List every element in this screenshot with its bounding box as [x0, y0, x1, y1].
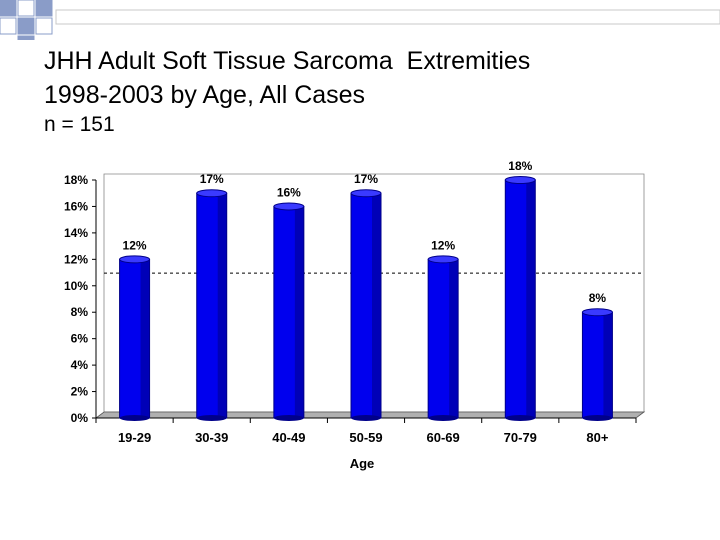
bar-bottom: [196, 415, 227, 421]
x-tick-label: 80+: [586, 430, 608, 445]
title-line-2: 1998-2003 by Age, All Cases: [44, 81, 366, 109]
decor-square: [17, 35, 35, 40]
bar-shade: [372, 193, 381, 418]
decor-square: [35, 17, 53, 35]
decor-square: [35, 0, 53, 17]
bar-shade: [603, 312, 613, 418]
bar-shade: [140, 259, 150, 418]
y-tick-label: 10%: [64, 279, 88, 293]
bar-top: [273, 202, 305, 211]
bar-bottom: [582, 415, 613, 421]
data-label: 12%: [123, 238, 147, 252]
bar-80+: [581, 308, 613, 421]
bar-chart: 0% 2% 4% 6% 8% 10% 12% 14% 16% 18% 12% 19-29 17% 30-…: [64, 159, 646, 471]
bar-top: [427, 255, 459, 264]
bar-top: [119, 255, 151, 264]
bar-40-49: [273, 202, 305, 421]
bar-shade: [526, 180, 536, 418]
x-tick-label: 50-59: [349, 430, 382, 445]
x-tick-label: 40-49: [272, 430, 305, 445]
bar-19-29: [119, 255, 151, 421]
bar-bottom: [428, 415, 459, 421]
x-tick-label: 60-69: [427, 430, 460, 445]
decor-square: [0, 17, 17, 35]
decor-square: [0, 0, 17, 17]
bar-shade: [294, 206, 304, 418]
x-tick-label: 30-39: [195, 430, 228, 445]
y-tick-label: 4%: [71, 358, 89, 372]
x-tick-label: 70-79: [504, 430, 537, 445]
y-tick-label: 0%: [71, 411, 89, 425]
bar-top: [350, 189, 382, 198]
bar-bottom: [351, 415, 381, 421]
bar-top: [504, 176, 536, 184]
chart-bars: [119, 176, 613, 421]
decor-bar: [55, 9, 720, 25]
y-tick-label: 18%: [64, 173, 88, 187]
bar-bottom: [119, 415, 150, 421]
y-tick-label: 6%: [71, 332, 89, 346]
title-line-1: JHH Adult Soft Tissue Sarcoma Extremitie…: [44, 47, 531, 75]
decor-square: [17, 0, 35, 17]
bar-shade: [217, 193, 227, 418]
y-tick-label: 16%: [64, 199, 88, 213]
bar-bottom: [273, 415, 304, 421]
bar-top: [581, 308, 613, 317]
bar-bottom: [505, 415, 536, 421]
data-label: 17%: [354, 172, 378, 186]
y-tick-label: 14%: [64, 226, 88, 240]
y-tick-label: 8%: [71, 305, 89, 319]
bar-30-39: [196, 189, 228, 421]
x-tick-label: 19-29: [118, 430, 151, 445]
bar-top: [196, 189, 228, 198]
data-label: 12%: [431, 238, 455, 252]
decor-square: [17, 17, 35, 35]
bar-70-79: [504, 176, 536, 421]
data-label: 18%: [508, 159, 532, 173]
x-axis-title: Age: [350, 456, 375, 471]
chart-labels: 12% 19-29 17% 30-39 16% 40-49 17% 50-59 12% 60-69…: [118, 159, 609, 471]
bar-60-69: [427, 255, 459, 421]
bar-50-59: [350, 189, 382, 421]
y-tick-label: 12%: [64, 252, 88, 266]
slide-title: JHH Adult Soft Tissue Sarcoma Extremitie…: [44, 44, 530, 112]
data-label: 16%: [277, 185, 301, 199]
data-label: 17%: [200, 172, 224, 186]
y-tick-label: 2%: [71, 385, 89, 399]
data-label: 8%: [589, 291, 607, 305]
corner-decoration: [0, 0, 720, 40]
slide-subtitle: n = 151: [44, 113, 115, 136]
bar-shade: [449, 259, 459, 418]
